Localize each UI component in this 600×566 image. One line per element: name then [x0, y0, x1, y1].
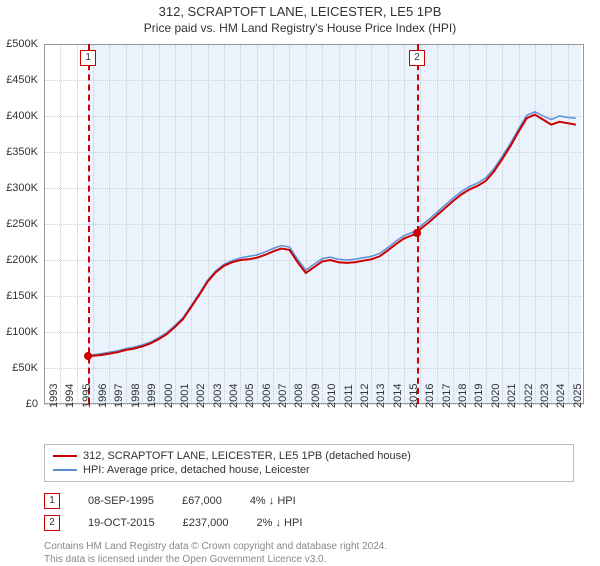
x-tick-label: 2000 [163, 384, 175, 408]
x-tick-label: 2004 [228, 384, 240, 408]
legend-row: HPI: Average price, detached house, Leic… [53, 463, 565, 477]
x-tick-label: 2012 [359, 384, 371, 408]
title-main: 312, SCRAPTOFT LANE, LEICESTER, LE5 1PB [0, 4, 600, 19]
series-line-price_paid [88, 115, 576, 356]
legend-label: HPI: Average price, detached house, Leic… [83, 464, 310, 476]
y-tick-label: £500K [0, 38, 38, 50]
x-tick-label: 2010 [326, 384, 338, 408]
sale-row: 2 19-OCT-2015 £237,000 2% ↓ HPI [44, 512, 584, 534]
y-tick-label: £50K [0, 362, 38, 374]
x-tick-label: 2021 [506, 384, 518, 408]
x-tick-label: 2016 [424, 384, 436, 408]
footer-line: Contains HM Land Registry data © Crown c… [44, 540, 584, 553]
x-tick-label: 2003 [212, 384, 224, 408]
sale-diff: 2% ↓ HPI [257, 517, 303, 529]
sale-diff: 4% ↓ HPI [250, 495, 296, 507]
x-tick-label: 2009 [310, 384, 322, 408]
legend: 312, SCRAPTOFT LANE, LEICESTER, LE5 1PB … [44, 444, 574, 482]
y-tick-label: £250K [0, 218, 38, 230]
y-tick-label: £150K [0, 290, 38, 302]
x-tick-label: 2017 [441, 384, 453, 408]
sale-price: £237,000 [183, 517, 229, 529]
bottom-panel: 312, SCRAPTOFT LANE, LEICESTER, LE5 1PB … [44, 444, 584, 566]
chart-area: 12 £0£50K£100K£150K£200K£250K£300K£350K£… [44, 44, 584, 404]
chart-container: 312, SCRAPTOFT LANE, LEICESTER, LE5 1PB … [0, 0, 600, 560]
marker-box: 2 [409, 50, 425, 66]
y-tick-label: £350K [0, 146, 38, 158]
chart-lines [44, 44, 584, 404]
x-tick-label: 2001 [179, 384, 191, 408]
marker-dot [413, 229, 421, 237]
x-tick-label: 1999 [146, 384, 158, 408]
x-tick-label: 2013 [375, 384, 387, 408]
sale-price: £67,000 [182, 495, 222, 507]
x-tick-label: 1998 [130, 384, 142, 408]
x-tick-label: 2024 [555, 384, 567, 408]
x-tick-label: 2018 [457, 384, 469, 408]
x-tick-label: 2005 [244, 384, 256, 408]
x-tick-label: 2023 [539, 384, 551, 408]
x-tick-label: 2020 [490, 384, 502, 408]
y-tick-label: £0 [0, 398, 38, 410]
legend-row: 312, SCRAPTOFT LANE, LEICESTER, LE5 1PB … [53, 449, 565, 463]
x-tick-label: 2002 [195, 384, 207, 408]
legend-swatch [53, 469, 77, 471]
x-tick-label: 2011 [343, 384, 355, 408]
x-tick-label: 1997 [113, 384, 125, 408]
y-tick-label: £300K [0, 182, 38, 194]
sale-date: 19-OCT-2015 [88, 517, 155, 529]
x-tick-label: 2007 [277, 384, 289, 408]
sale-row: 1 08-SEP-1995 £67,000 4% ↓ HPI [44, 490, 584, 512]
y-tick-label: £400K [0, 110, 38, 122]
legend-swatch [53, 455, 77, 457]
x-tick-label: 1995 [81, 384, 93, 408]
x-tick-label: 1993 [48, 384, 60, 408]
y-tick-label: £450K [0, 74, 38, 86]
x-tick-label: 2014 [392, 384, 404, 408]
titles: 312, SCRAPTOFT LANE, LEICESTER, LE5 1PB … [0, 0, 600, 35]
x-tick-label: 2008 [293, 384, 305, 408]
x-tick-label: 2015 [408, 384, 420, 408]
marker-box: 1 [80, 50, 96, 66]
x-tick-label: 2019 [473, 384, 485, 408]
sale-marker-icon: 2 [44, 515, 60, 531]
y-tick-label: £100K [0, 326, 38, 338]
x-tick-label: 1996 [97, 384, 109, 408]
sale-marker-icon: 1 [44, 493, 60, 509]
x-tick-label: 2006 [261, 384, 273, 408]
x-tick-label: 2022 [523, 384, 535, 408]
sale-date: 08-SEP-1995 [88, 495, 154, 507]
marker-dot [84, 352, 92, 360]
legend-label: 312, SCRAPTOFT LANE, LEICESTER, LE5 1PB … [83, 450, 411, 462]
x-tick-label: 1994 [64, 384, 76, 408]
y-tick-label: £200K [0, 254, 38, 266]
title-sub: Price paid vs. HM Land Registry's House … [0, 21, 600, 35]
footer: Contains HM Land Registry data © Crown c… [44, 540, 584, 566]
x-tick-label: 2025 [572, 384, 584, 408]
series-line-hpi [88, 112, 576, 356]
